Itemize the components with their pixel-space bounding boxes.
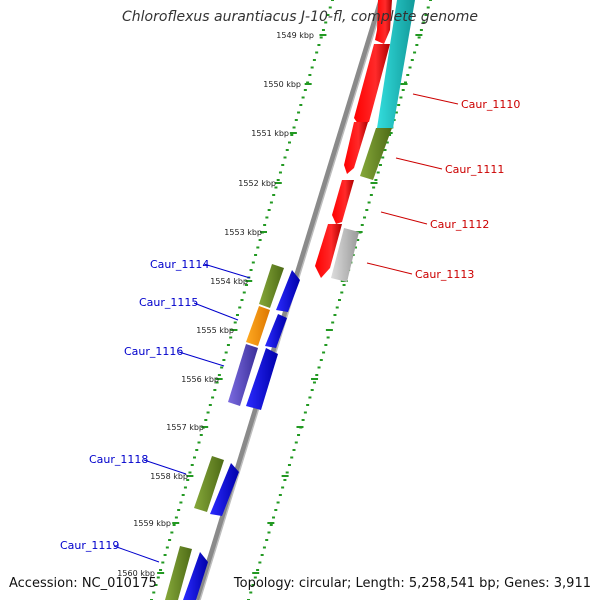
scale-label: 1560 kbp [117, 569, 155, 578]
gene-label-caur-1111[interactable]: Caur_1111 [445, 163, 504, 176]
reverse-gene-labels: Caur_1114 Caur_1115 Caur_1116 Caur_1118 … [60, 258, 209, 552]
scale-labels: 1549 kbp 1550 kbp 1551 kbp 1552 kbp 1553… [117, 31, 314, 578]
scale-label: 1555 kbp [196, 326, 234, 335]
label-leaders [113, 93, 459, 563]
gene-label-caur-1110[interactable]: Caur_1110 [461, 98, 520, 111]
gene-blue-5[interactable] [183, 552, 208, 600]
forward-gene-labels: Caur_1110 Caur_1111 Caur_1112 Caur_1113 [415, 98, 520, 281]
gene-olive-4[interactable] [165, 546, 192, 600]
gene-red-3[interactable] [344, 122, 368, 174]
gene-label-caur-1112[interactable]: Caur_1112 [430, 218, 489, 231]
gene-olive-2[interactable] [259, 264, 284, 308]
gene-blue-4[interactable] [210, 463, 239, 516]
scale-label: 1549 kbp [276, 31, 314, 40]
scale-label: 1558 kbp [150, 472, 188, 481]
gene-purple-1[interactable] [228, 344, 258, 406]
reverse-strand-genes [165, 264, 300, 600]
genome-summary-text: Topology: circular; Length: 5,258,541 bp… [233, 576, 591, 591]
gene-red-5[interactable] [315, 224, 342, 278]
scale-label: 1557 kbp [166, 423, 204, 432]
forward-strand-genes [315, 0, 415, 282]
scale-label: 1550 kbp [263, 80, 301, 89]
gene-red-2[interactable] [354, 44, 390, 124]
gene-label-caur-1119[interactable]: Caur_1119 [60, 539, 119, 552]
gene-olive-3[interactable] [194, 456, 224, 512]
gene-blue-1[interactable] [276, 270, 300, 312]
gene-blue-2[interactable] [265, 314, 287, 348]
scale-ticks [150, 0, 432, 600]
scale-label: 1553 kbp [224, 228, 262, 237]
scale-label: 1554 kbp [210, 277, 248, 286]
gene-label-caur-1115[interactable]: Caur_1115 [139, 296, 198, 309]
gene-gray-1[interactable] [331, 228, 359, 282]
gene-label-caur-1118[interactable]: Caur_1118 [89, 453, 148, 466]
gene-label-caur-1113[interactable]: Caur_1113 [415, 268, 474, 281]
scale-label: 1552 kbp [238, 179, 276, 188]
map-title: Chloroflexus aurantiacus J-10-fl, comple… [122, 9, 478, 25]
gene-blue-3[interactable] [246, 348, 278, 410]
scale-label: 1551 kbp [251, 129, 289, 138]
accession-text: Accession: NC_010175 [9, 576, 157, 591]
gene-label-caur-1114[interactable]: Caur_1114 [150, 258, 209, 271]
gene-label-caur-1116[interactable]: Caur_1116 [124, 345, 183, 358]
gene-cyan-1[interactable] [377, 0, 415, 128]
gene-red-4[interactable] [332, 180, 354, 224]
gene-orange-1[interactable] [246, 306, 270, 346]
gene-olive-1[interactable] [360, 128, 392, 180]
scale-label: 1559 kbp [133, 519, 171, 528]
scale-label: 1556 kbp [181, 375, 219, 384]
gene-red-1[interactable] [375, 0, 392, 44]
